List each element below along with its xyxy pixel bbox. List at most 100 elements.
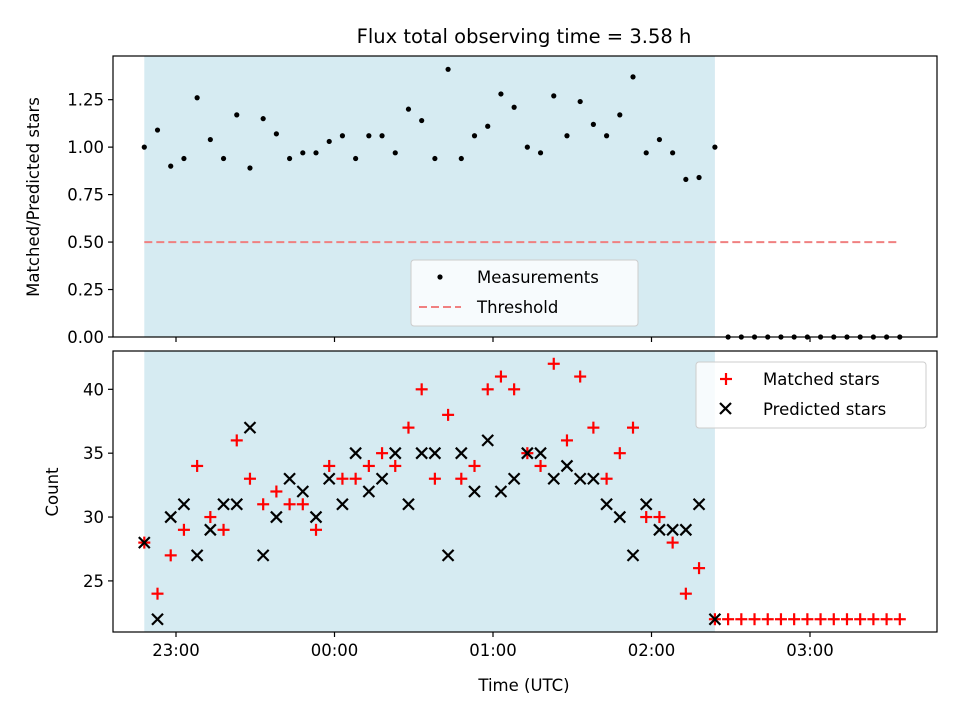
predicted-star-point xyxy=(494,485,508,498)
matched-star-point xyxy=(415,383,428,396)
measurement-point xyxy=(471,133,478,139)
predicted-star-point xyxy=(626,549,640,562)
predicted-star-point xyxy=(507,472,521,486)
predicted-star-stroke xyxy=(639,497,653,511)
measurement-point xyxy=(537,150,544,156)
predicted-star-point xyxy=(362,485,376,498)
measurement-point xyxy=(300,150,306,156)
matched-star-point xyxy=(468,459,481,472)
matched-star-point xyxy=(323,459,336,472)
predicted-star-point xyxy=(349,446,362,460)
matched-star-point xyxy=(428,472,441,485)
matched-star-point xyxy=(801,613,814,626)
predicted-star-stroke xyxy=(534,446,547,460)
measurement-point xyxy=(168,163,174,169)
measurement-point xyxy=(498,91,504,97)
measurement-point xyxy=(260,116,266,122)
matched-star-point xyxy=(653,511,666,524)
predicted-star-point xyxy=(600,497,613,511)
ratio-panel: Flux total observing time = 3.58 h Match… xyxy=(24,25,938,347)
matched-star-point xyxy=(587,421,600,434)
predicted-star-stroke xyxy=(151,612,164,626)
y-tick-label: 1.00 xyxy=(67,138,104,157)
matched-star-point xyxy=(296,498,309,511)
matched-star-point xyxy=(788,613,801,626)
x-tick-label: 03:00 xyxy=(786,641,834,660)
matched-star-point xyxy=(217,523,230,536)
measurement-point xyxy=(353,155,359,162)
measurement-point xyxy=(141,144,147,150)
predicted-star-point xyxy=(534,446,547,460)
predicted-star-stroke xyxy=(468,485,481,498)
matched-star-point xyxy=(547,357,560,370)
predicted-star-point xyxy=(639,497,653,511)
predicted-star-stroke xyxy=(600,497,613,511)
predicted-star-stroke xyxy=(204,523,217,537)
measurement-point xyxy=(696,174,702,181)
y-tick-label: 30 xyxy=(83,508,104,527)
predicted-star-stroke xyxy=(375,472,389,486)
measurement-point xyxy=(366,133,372,139)
predicted-star-point xyxy=(375,472,389,486)
measurement-point xyxy=(194,95,200,101)
predicted-star-point xyxy=(256,549,270,562)
matched-star-point xyxy=(151,587,164,600)
matched-star-point xyxy=(177,523,190,536)
matched-star-point xyxy=(560,434,573,447)
measurement-point xyxy=(326,138,332,145)
x-tick-label: 01:00 xyxy=(469,641,517,660)
measurement-point xyxy=(577,98,583,105)
y-tick-label: 40 xyxy=(83,380,104,399)
predicted-star-stroke xyxy=(177,497,191,511)
predicted-star-stroke xyxy=(481,434,494,447)
predicted-star-point xyxy=(270,510,283,524)
matched-star-point xyxy=(283,498,296,511)
matched-star-point xyxy=(310,523,323,536)
predicted-star-point xyxy=(217,497,230,511)
ratio-markers xyxy=(141,66,903,340)
measurement-point xyxy=(220,155,227,162)
ratio-legend: Measurements Threshold xyxy=(410,259,639,327)
predicted-star-stroke xyxy=(138,536,151,549)
predicted-star-point xyxy=(653,523,666,537)
count-x-axis-label: Time (UTC) xyxy=(477,676,569,695)
y-tick-label: 0.50 xyxy=(67,233,104,252)
matched-star-point xyxy=(748,613,761,626)
measurement-point xyxy=(656,136,663,143)
predicted-star-stroke xyxy=(349,446,362,460)
observing-span xyxy=(144,351,715,632)
count-axes: 25 30 35 40 23:00 00:00 01:00 02:00 03:00 xyxy=(83,350,938,660)
predicted-star-stroke xyxy=(230,497,244,511)
predicted-star-point xyxy=(587,472,600,486)
measurement-point xyxy=(339,133,346,139)
predicted-star-point xyxy=(573,472,587,486)
x-tick-label: 23:00 xyxy=(152,641,200,660)
measurement-point xyxy=(273,131,279,137)
predicted-star-point xyxy=(388,446,402,460)
matched-star-point xyxy=(679,587,692,600)
y-tick-label: 0.00 xyxy=(67,328,104,347)
matched-star-point xyxy=(376,447,389,460)
legend-measurements-marker xyxy=(437,274,443,280)
plot-frame xyxy=(112,55,938,338)
matched-star-point xyxy=(534,459,547,472)
measurement-point xyxy=(286,155,293,162)
matched-star-point xyxy=(402,421,415,434)
matched-star-point xyxy=(270,485,283,498)
legend-measurements-label: Measurements xyxy=(477,268,599,287)
matched-star-point xyxy=(204,511,217,524)
measurement-point xyxy=(154,127,161,133)
matched-star-point xyxy=(627,421,640,434)
predicted-star-point xyxy=(322,472,336,486)
y-tick-label: 25 xyxy=(83,572,104,591)
measurement-point xyxy=(379,133,385,139)
predicted-star-stroke xyxy=(164,510,177,524)
measurement-point xyxy=(207,136,213,143)
predicted-star-stroke xyxy=(217,497,230,511)
matched-star-point xyxy=(362,459,375,472)
predicted-star-stroke xyxy=(573,472,587,486)
matched-star-point xyxy=(389,459,402,472)
y-tick-label: 35 xyxy=(83,444,104,463)
legend-predicted-marker xyxy=(719,402,732,415)
predicted-star-point xyxy=(138,536,151,549)
